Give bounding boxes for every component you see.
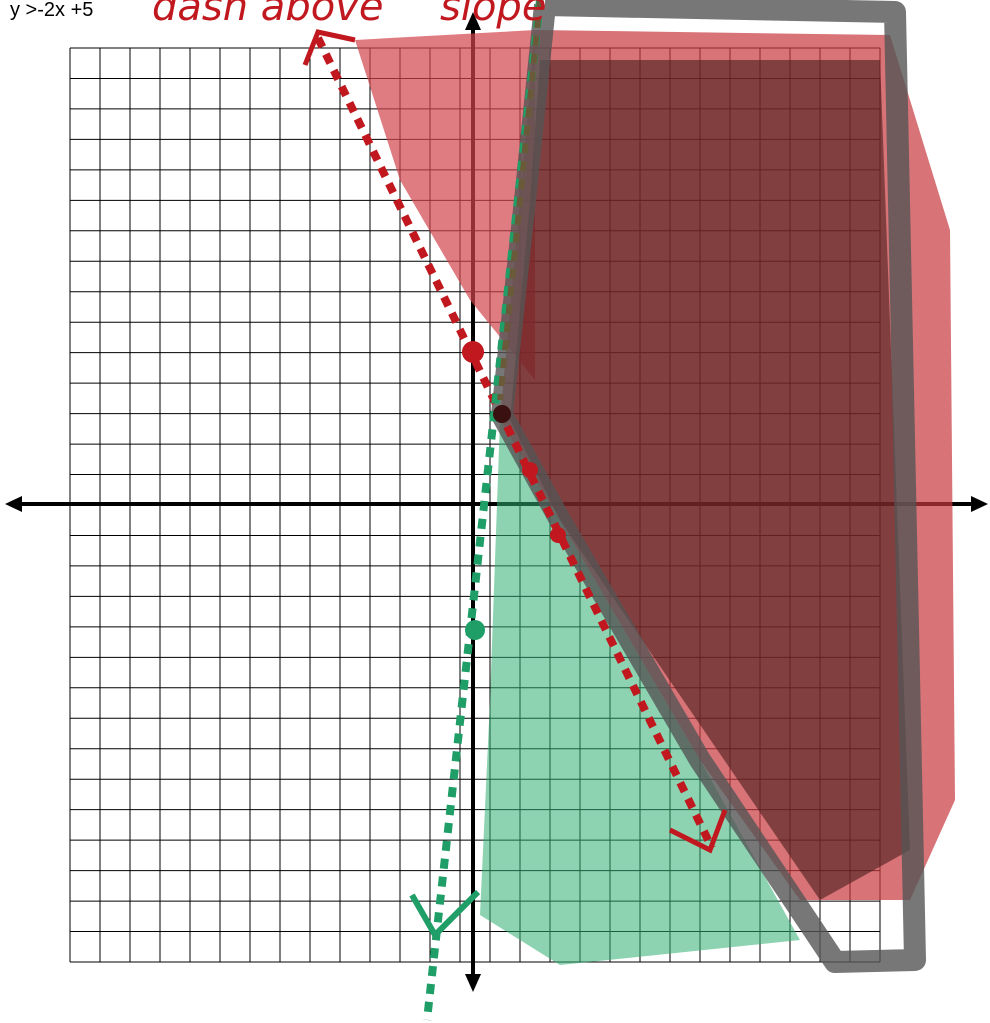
arrow-up xyxy=(465,12,481,30)
arrow-left xyxy=(5,496,22,512)
gray-outline xyxy=(491,0,926,973)
brown-dotted-line xyxy=(497,0,543,401)
point xyxy=(493,405,511,423)
dark-shading xyxy=(510,60,910,900)
arrow-right xyxy=(971,496,988,512)
point xyxy=(465,620,485,640)
annotation: dash above xyxy=(152,0,383,30)
red-dashed-line xyxy=(314,36,716,850)
point xyxy=(462,341,484,363)
arrow-down xyxy=(465,974,481,992)
label-bg xyxy=(0,0,140,22)
red-arrowhead xyxy=(302,29,356,66)
red-shading-left xyxy=(355,30,535,380)
equation: y >-2x +5 xyxy=(10,0,93,21)
red-arrowhead xyxy=(668,809,728,854)
point xyxy=(522,462,538,478)
annotation: slope xyxy=(440,0,546,30)
point xyxy=(550,527,566,543)
green-arrowhead xyxy=(409,889,481,940)
